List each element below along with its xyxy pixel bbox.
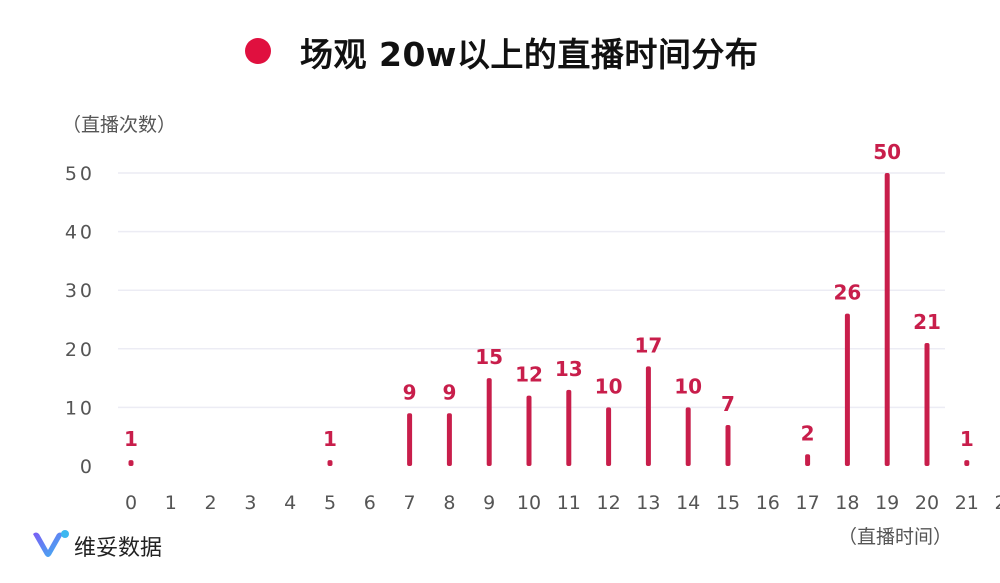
bar — [327, 460, 333, 466]
brand-logo: 维妥数据 — [30, 526, 230, 562]
data-label: 2 — [801, 421, 815, 445]
x-tick-label: 1 — [165, 492, 177, 514]
y-tick-label: 0 — [80, 456, 95, 478]
bar — [924, 342, 930, 466]
bar — [407, 413, 413, 466]
chart-title-area: 场观 20w以上的直播时间分布 — [0, 22, 1000, 78]
x-tick-label: 17 — [796, 492, 820, 514]
data-label: 9 — [442, 380, 456, 404]
data-label: 1 — [124, 427, 138, 451]
bar — [566, 389, 572, 466]
x-tick-label: 8 — [443, 492, 455, 514]
x-tick-label: 15 — [716, 492, 740, 514]
data-label: 10 — [674, 374, 702, 398]
bar — [725, 424, 731, 466]
bar — [128, 460, 134, 466]
bar — [645, 366, 651, 466]
x-tick-label: 11 — [557, 492, 581, 514]
data-label: 10 — [595, 374, 623, 398]
x-tick-label: 21 — [955, 492, 979, 514]
title-dot-icon — [245, 38, 271, 64]
bar — [805, 454, 811, 466]
x-tick-label: 13 — [636, 492, 660, 514]
y-tick-label: 10 — [65, 397, 95, 419]
x-tick-label: 0 — [125, 492, 137, 514]
bar — [844, 313, 850, 466]
x-tick-label: 10 — [517, 492, 541, 514]
data-label: 13 — [555, 357, 583, 381]
x-tick-label: 18 — [835, 492, 859, 514]
data-label: 26 — [833, 281, 861, 305]
data-label: 1 — [323, 427, 337, 451]
y-axis-label: （直播次数） — [62, 114, 177, 136]
data-label: 1 — [960, 427, 974, 451]
v-logo-icon — [33, 530, 69, 557]
x-tick-label: 12 — [597, 492, 621, 514]
y-tick-label: 50 — [65, 163, 95, 185]
x-tick-label: 7 — [404, 492, 416, 514]
x-tick-label: 4 — [284, 492, 296, 514]
data-label: 17 — [634, 333, 662, 357]
bar — [884, 173, 890, 466]
data-label: 15 — [475, 345, 503, 369]
x-tick-label: 3 — [244, 492, 256, 514]
y-tick-label: 40 — [65, 222, 95, 244]
data-label: 12 — [515, 363, 543, 387]
x-tick-label: 9 — [483, 492, 495, 514]
data-label: 21 — [913, 310, 941, 334]
bar — [526, 395, 532, 466]
bar — [606, 407, 612, 466]
y-tick-label: 30 — [65, 280, 95, 302]
x-axis-label: （直播时间） — [838, 526, 953, 548]
bar — [446, 413, 452, 466]
brand-name: 维妥数据 — [74, 536, 163, 561]
x-tick-label: 6 — [364, 492, 376, 514]
x-tick-label: 19 — [875, 492, 899, 514]
chart-title: 场观 20w以上的直播时间分布 — [300, 35, 759, 74]
x-tick-label: 5 — [324, 492, 336, 514]
x-tick-label: 16 — [756, 492, 780, 514]
y-tick-label: 20 — [65, 339, 95, 361]
data-label: 9 — [403, 380, 417, 404]
data-label: 50 — [873, 140, 901, 164]
bar — [964, 460, 970, 466]
bar — [486, 378, 492, 466]
x-tick-label: 14 — [676, 492, 700, 514]
data-label: 7 — [721, 392, 735, 416]
bar — [685, 407, 691, 466]
x-tick-label: 2 — [205, 492, 217, 514]
x-tick-label: 22 — [995, 492, 1000, 514]
x-tick-label: 20 — [915, 492, 939, 514]
